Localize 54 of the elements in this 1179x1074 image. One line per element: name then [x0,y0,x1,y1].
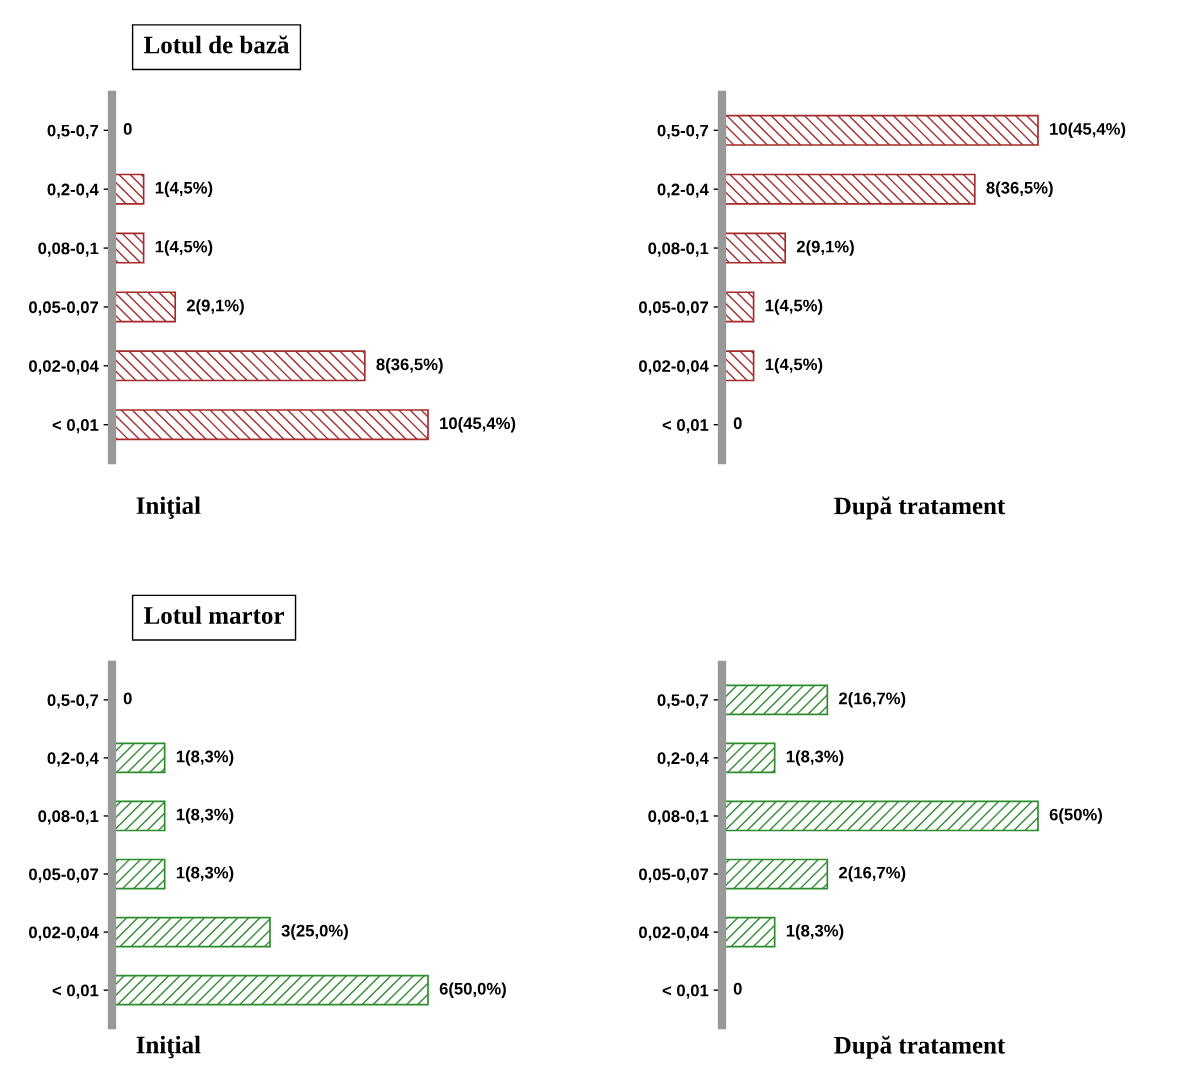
y-tick-label: 0,2-0,4 [657,752,709,767]
data-label: 10(45,4%) [440,416,516,433]
data-label: 3(25,0%) [281,924,348,940]
y-tick-label: 0,05-0,07 [639,301,709,316]
data-label: 0 [123,122,132,135]
data-label: 10(45,4%) [1050,122,1126,139]
y-tick-label: 0,5-0,7 [47,694,99,709]
data-label: 0 [733,417,742,430]
data-label: 1(4,5%) [155,181,213,197]
y-tick-label: 0,02-0,04 [29,926,99,941]
y-tick-label: 0,02-0,04 [29,360,99,375]
y-tick-label: 0,05-0,07 [29,868,99,883]
data-label: 1(8,3%) [176,808,234,824]
y-tick-label: 0,2-0,4 [47,752,99,767]
data-label: 2(16,7%) [839,692,906,708]
y-tick-label: 0,2-0,4 [47,183,99,198]
data-label: 8(36,5%) [986,181,1053,197]
data-label: 1(4,5%) [155,240,213,256]
data-label: 2(9,1%) [186,299,244,315]
data-label: 2(16,7%) [839,866,906,882]
chart-title: Lotul de bază [144,35,290,54]
x-axis-title: După tratament [834,496,1006,520]
x-axis-title: Iniţial [136,1035,201,1059]
y-tick-label: 0,5-0,7 [47,124,99,139]
data-label: 6(50,0%) [439,982,506,998]
y-tick-label: 0,2-0,4 [657,183,709,198]
data-label: 1(4,5%) [765,358,823,374]
y-tick-label: 0,05-0,07 [29,301,99,316]
y-tick-label: 0,08-0,1 [38,242,99,257]
x-axis-title: După tratament [834,1035,1006,1059]
data-label: 2(9,1%) [796,240,854,256]
x-axis-title: Iniţial [136,496,201,519]
y-tick-label: 0,08-0,1 [38,810,99,825]
y-tick-label: 0,5-0,7 [657,694,709,709]
y-tick-label: < 0,01 [52,419,99,434]
y-tick-label: 0,05-0,07 [639,868,709,883]
y-tick-label: 0,08-0,1 [648,242,709,257]
data-label: 1(8,3%) [786,924,844,940]
y-tick-label: < 0,01 [662,419,709,434]
data-label: 1(4,5%) [765,299,823,315]
data-label: 1(8,3%) [786,750,844,766]
y-tick-label: < 0,01 [662,984,709,999]
data-label: 0 [123,692,132,705]
y-tick-label: < 0,01 [52,984,99,999]
chart-title: Lotul martor [144,606,284,624]
y-tick-label: 0,08-0,1 [648,810,709,825]
data-label: 1(8,3%) [176,750,234,766]
data-label: 8(36,5%) [376,358,443,374]
data-label: 6(50%) [1049,808,1103,824]
data-label: 0 [733,982,742,995]
y-tick-label: 0,02-0,04 [639,360,709,375]
y-tick-label: 0,02-0,04 [639,926,709,941]
data-label: 1(8,3%) [176,866,234,882]
y-tick-label: 0,5-0,7 [657,124,709,139]
